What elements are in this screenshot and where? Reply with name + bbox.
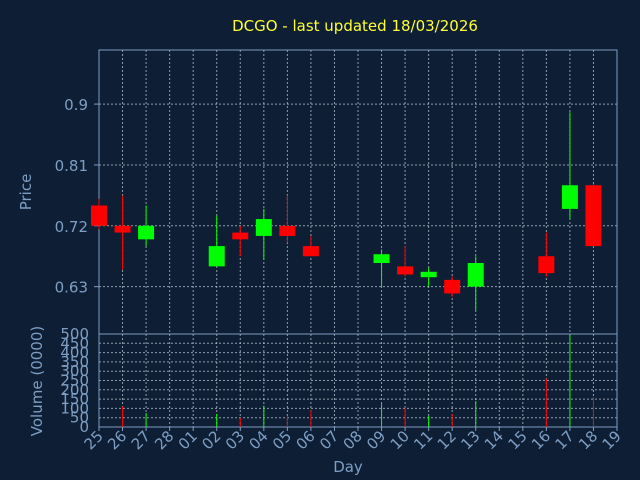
x-tick-label: 12	[434, 427, 460, 453]
x-tick-label: 13	[457, 427, 483, 453]
volume-tick-label: 400	[60, 344, 89, 362]
x-tick-label: 27	[128, 427, 154, 453]
x-tick-label: 04	[245, 427, 271, 453]
x-tick-label: 01	[175, 427, 201, 453]
candle-body	[232, 232, 249, 240]
volume-tick-label: 350	[60, 353, 89, 371]
x-tick-label: 10	[387, 427, 413, 453]
x-tick-label: 06	[293, 427, 319, 453]
x-tick-label: 03	[222, 427, 248, 453]
volume-tick-label: 150	[60, 390, 89, 408]
candle-body	[208, 246, 225, 267]
price-tick-label: 0.63	[55, 279, 88, 297]
x-tick-label: 16	[528, 427, 554, 453]
candle-body	[585, 185, 602, 247]
x-tick-label: 08	[340, 427, 366, 453]
candle-body	[561, 185, 578, 209]
price-axis-label: Price	[17, 174, 35, 211]
volume-tick-label: 0	[79, 418, 89, 436]
volume-tick-label: 500	[60, 325, 89, 343]
volume-tick-label: 200	[60, 381, 89, 399]
volume-tick-label: 50	[70, 409, 89, 427]
x-axis: 2526272801020304050607080910111213141516…	[81, 427, 625, 453]
candle-body	[114, 225, 131, 233]
candle-body	[138, 225, 155, 240]
x-tick-label: 28	[151, 427, 177, 453]
x-tick-label: 19	[599, 427, 625, 453]
x-tick-label: 05	[269, 427, 295, 453]
volume-axis-label: Volume (0000)	[28, 326, 46, 436]
candle-body	[444, 279, 461, 294]
x-tick-label: 14	[481, 427, 507, 453]
candle-body	[91, 205, 107, 226]
candle-body	[373, 254, 390, 263]
volume-tick-label: 100	[60, 399, 89, 417]
x-tick-label: 26	[104, 427, 130, 453]
price-tick-label: 0.81	[55, 157, 88, 175]
x-tick-label: 15	[504, 427, 530, 453]
x-tick-label: 11	[410, 427, 436, 453]
x-tick-label: 02	[198, 427, 224, 453]
candle-body	[255, 219, 272, 236]
x-tick-label: 18	[575, 427, 601, 453]
volume-tick-label: 250	[60, 372, 89, 390]
price-panel: 0.9 0.81 0.72 0.63	[55, 49, 618, 335]
candle-body	[420, 271, 437, 278]
price-tick-label: 0.9	[64, 96, 88, 114]
candle-body	[279, 225, 296, 236]
candle-body	[302, 246, 319, 257]
x-axis-label: Day	[333, 458, 363, 476]
chart-title: DCGO - last updated 18/03/2026	[232, 17, 478, 35]
x-tick-label: 09	[363, 427, 389, 453]
candle-body	[538, 256, 555, 274]
volume-tick-label: 300	[60, 362, 89, 380]
candle-body	[467, 263, 484, 287]
x-tick-label: 07	[316, 427, 342, 453]
volume-tick-label: 450	[60, 334, 89, 352]
candle-body	[397, 266, 414, 275]
price-tick-label: 0.72	[55, 218, 88, 236]
x-tick-label: 17	[552, 427, 578, 453]
